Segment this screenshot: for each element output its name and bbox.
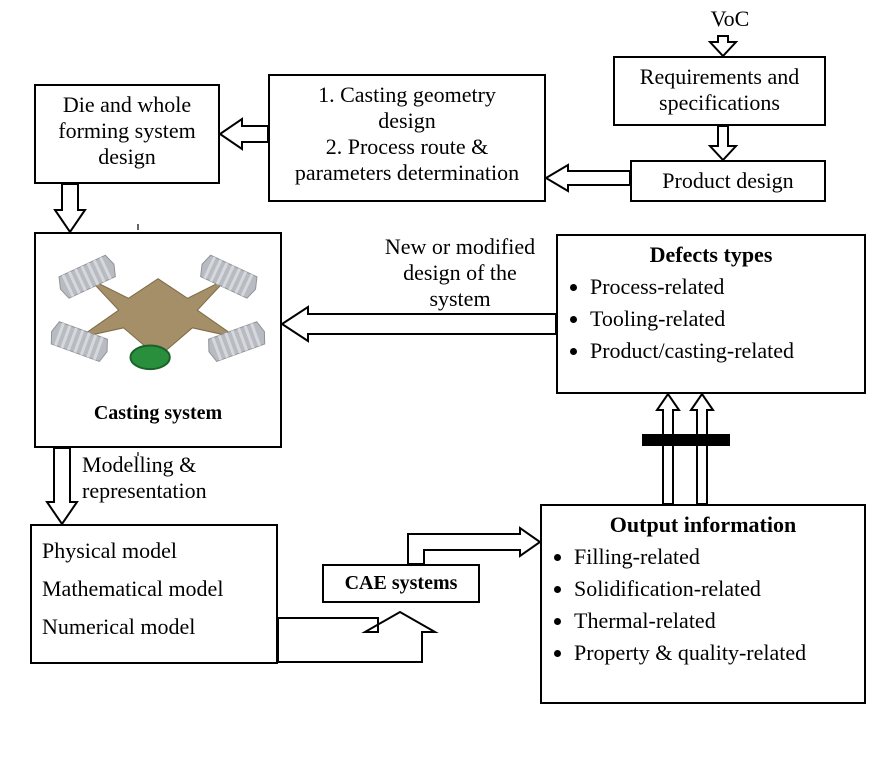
- die-l3: design: [46, 144, 208, 170]
- die-design-box: Die and whole forming system design: [34, 84, 220, 184]
- casting-geom-box: 1. Casting geometry design 2. Process ro…: [268, 74, 546, 202]
- model-numerical: Numerical model: [42, 614, 266, 640]
- geom-l2: design: [280, 108, 534, 134]
- voc-label: VoC: [690, 6, 770, 36]
- cae-systems-box: CAE systems: [322, 564, 480, 603]
- output-title: Output information: [552, 512, 854, 538]
- model-mathematical: Mathematical model: [42, 576, 266, 602]
- voc-to-req: [710, 36, 736, 56]
- geom-to-die: [220, 119, 268, 149]
- feedback-l2: design of the: [350, 260, 570, 286]
- feedback-l3: system: [350, 286, 570, 312]
- sprue-icon: [130, 346, 169, 370]
- casting-system-illustration: [40, 238, 276, 398]
- product-design-text: Product design: [662, 168, 793, 193]
- die-l2: forming system: [46, 118, 208, 144]
- voc-text: VoC: [711, 6, 750, 31]
- casting-system-caption: Casting system: [40, 402, 276, 425]
- models-to-cae: [278, 612, 435, 662]
- output-item-filling: Filling-related: [574, 544, 854, 570]
- cae-to-output: [408, 528, 540, 564]
- die-to-casting: [55, 184, 85, 232]
- output-to-defects-2: [691, 394, 713, 504]
- defects-item-process: Process-related: [590, 274, 854, 300]
- modelling-label: Modelling & representation: [82, 452, 282, 508]
- die-l1: Die and whole: [46, 92, 208, 118]
- requirements-box: Requirements and specifications: [613, 56, 826, 126]
- feedback-l1: New or modified: [350, 234, 570, 260]
- defects-box: Defects types Process-related Tooling-re…: [556, 234, 866, 394]
- product-design-box: Product design: [630, 160, 826, 202]
- model-physical: Physical model: [42, 538, 266, 564]
- geom-l3: 2. Process route &: [280, 134, 534, 160]
- arrows-crossbar: [642, 434, 730, 446]
- output-item-thermal: Thermal-related: [574, 608, 854, 634]
- casting-system-box: Casting system: [34, 232, 282, 448]
- defects-item-tooling: Tooling-related: [590, 306, 854, 332]
- req-to-product: [710, 126, 736, 160]
- geom-l4: parameters determination: [280, 160, 534, 186]
- output-box: Output information Filling-related Solid…: [540, 504, 866, 704]
- defects-title: Defects types: [568, 242, 854, 268]
- defects-item-product: Product/casting-related: [590, 338, 854, 364]
- req-line2: specifications: [625, 90, 814, 116]
- product-to-geom: [546, 165, 630, 191]
- modelling-l2: representation: [82, 478, 282, 504]
- feedback-label: New or modified design of the system: [350, 234, 570, 318]
- geom-l1: 1. Casting geometry: [280, 82, 534, 108]
- modelling-l1: Modelling &: [82, 452, 282, 478]
- cae-text: CAE systems: [345, 572, 458, 594]
- output-to-defects-1: [657, 394, 679, 504]
- casting-to-models: [47, 448, 77, 524]
- req-line1: Requirements and: [625, 64, 814, 90]
- models-box: Physical model Mathematical model Numeri…: [30, 524, 278, 664]
- output-item-solidification: Solidification-related: [574, 576, 854, 602]
- casting-system-caption-text: Casting system: [94, 402, 222, 424]
- output-item-property: Property & quality-related: [574, 640, 854, 666]
